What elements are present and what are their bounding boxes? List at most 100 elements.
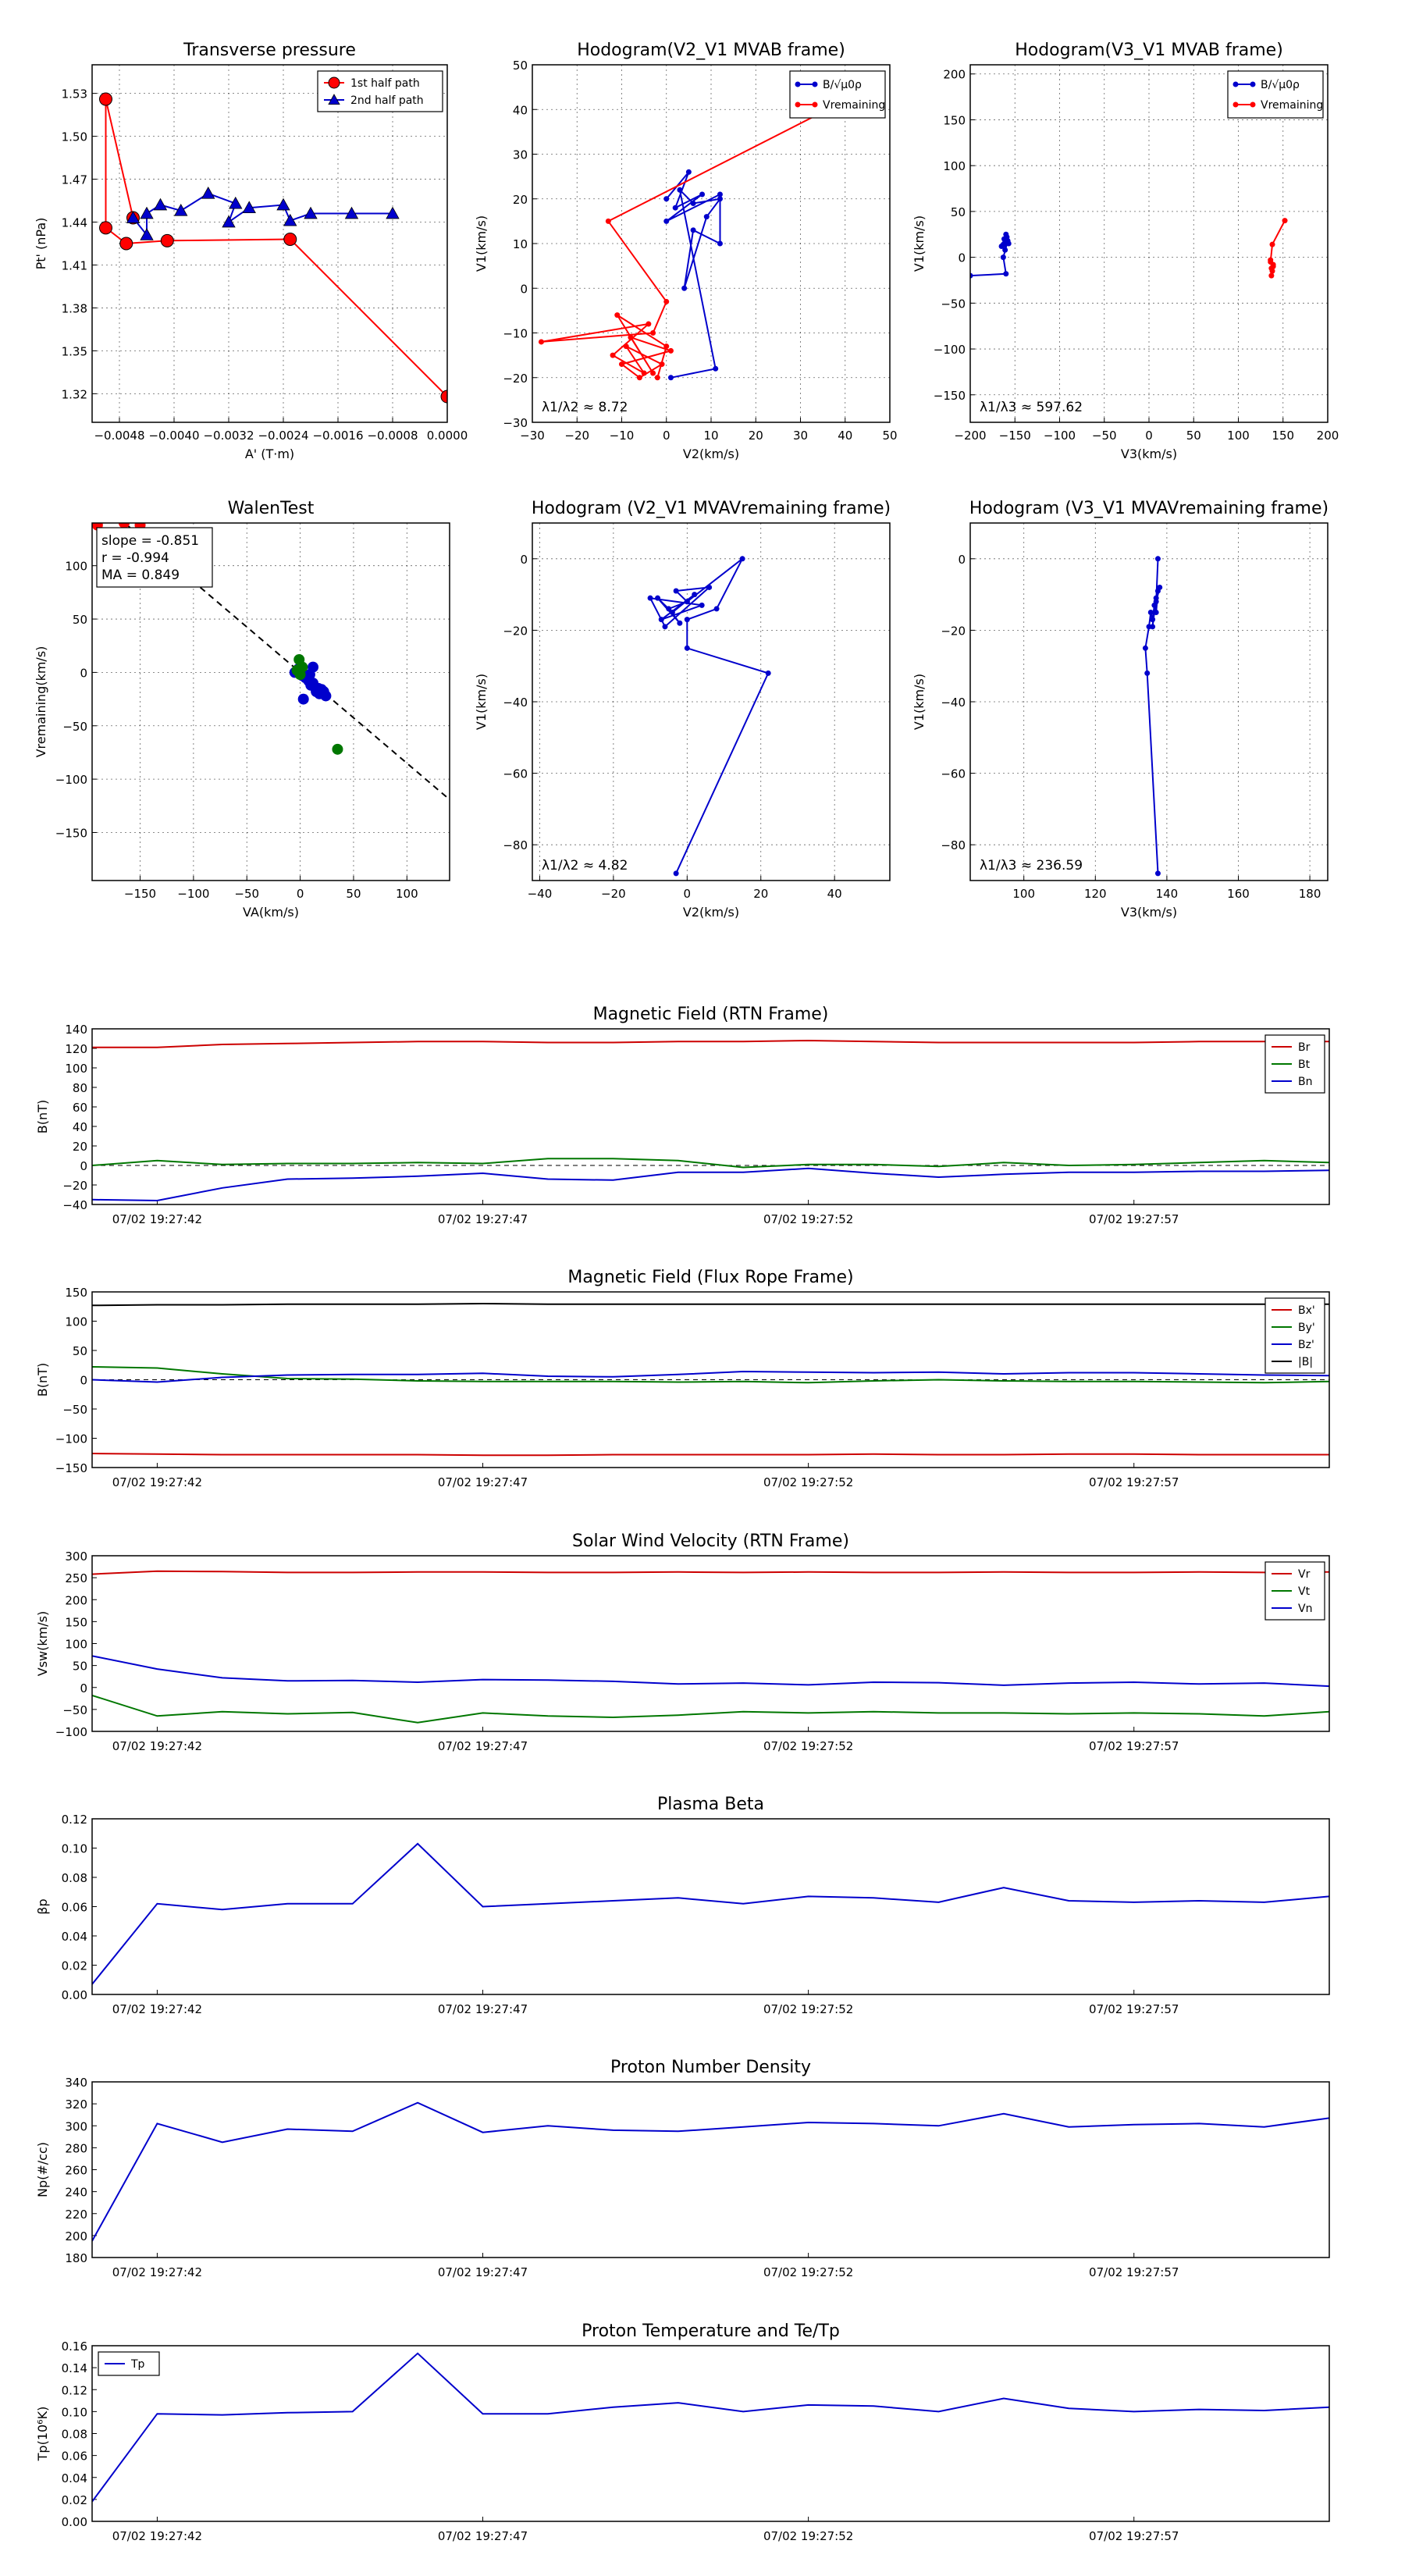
- y-tick-label: 0.02: [62, 1959, 87, 1973]
- data-point: [1268, 257, 1274, 263]
- data-point: [126, 211, 140, 223]
- y-axis-label: Pt' (nPa): [34, 218, 48, 270]
- y-tick-label: −80: [503, 838, 528, 852]
- y-tick-label: −20: [941, 624, 966, 638]
- legend-marker: [795, 81, 801, 87]
- x-tick-label: −20: [564, 429, 589, 443]
- y-tick-label: 0: [80, 1681, 87, 1695]
- data-point: [970, 272, 973, 279]
- data-point: [304, 669, 315, 681]
- data-point: [140, 228, 154, 240]
- y-tick-label: −100: [55, 1432, 87, 1446]
- legend-label: Br: [1298, 1041, 1311, 1054]
- x-tick-label: 07/02 19:27:57: [1089, 2002, 1179, 2016]
- data-point: [538, 339, 544, 345]
- y-tick-label: 0: [80, 1374, 87, 1388]
- x-tick-label: 07/02 19:27:52: [763, 1475, 853, 1489]
- data-point: [1150, 617, 1156, 623]
- legend-label: Bn: [1298, 1076, 1312, 1088]
- stats-line: r = -0.994: [101, 550, 169, 566]
- chart-mag-fr: Magnetic Field (Flux Rope Frame) −150 −100…: [35, 1268, 1330, 1489]
- x-tick-label: 50: [882, 429, 897, 443]
- series-line-bz-: [92, 1370, 1329, 1383]
- data-point: [650, 370, 656, 376]
- y-tick-label: 220: [65, 2208, 87, 2222]
- data-point: [623, 343, 629, 350]
- x-tick-label: −0.0032: [203, 429, 254, 443]
- legend-marker: [1250, 81, 1256, 87]
- y-tick-label: 20: [73, 1140, 87, 1154]
- data-point: [654, 375, 660, 381]
- y-tick-label: 0.00: [62, 2515, 87, 2529]
- series-line-bx-: [92, 1453, 1329, 1457]
- plot-area: [647, 556, 771, 877]
- data-point: [605, 218, 611, 224]
- x-tick-label: −20: [601, 887, 626, 901]
- legend-label: Vt: [1298, 1585, 1311, 1598]
- y-tick-label: 0.10: [62, 2405, 87, 2419]
- data-point: [332, 743, 343, 755]
- data-point: [662, 624, 668, 630]
- y-tick-label: 0.06: [62, 2450, 87, 2464]
- y-axis-label: B(nT): [35, 1363, 50, 1397]
- x-tick-label: 0: [1145, 429, 1153, 443]
- data-point: [717, 196, 723, 202]
- series-line-tp: [92, 2352, 1329, 2503]
- data-point: [1157, 584, 1163, 590]
- y-tick-label: −30: [503, 416, 528, 430]
- x-tick-label: 0: [684, 887, 692, 901]
- legend-marker: [812, 81, 818, 87]
- data-point: [1268, 265, 1275, 272]
- y-tick-label: 0.12: [62, 2383, 87, 2397]
- x-tick-label: −30: [520, 429, 545, 443]
- chart-hv3r: Hodogram (V3_V1 MVAVremaining frame) −80 −…: [912, 499, 1329, 920]
- data-point: [174, 204, 188, 216]
- x-tick-label: 07/02 19:27:52: [763, 2529, 853, 2543]
- data-point: [320, 690, 332, 702]
- data-point: [684, 599, 690, 605]
- data-point: [297, 693, 309, 705]
- x-tick-label: −0.0048: [94, 429, 144, 443]
- data-point: [667, 375, 674, 381]
- y-tick-label: −50: [62, 1403, 87, 1417]
- x-tick-label: −50: [1092, 429, 1117, 443]
- data-point: [140, 206, 154, 219]
- y-tick-label: 280: [65, 2141, 87, 2155]
- y-tick-label: 50: [73, 1660, 87, 1674]
- x-tick-label: 0: [297, 887, 304, 901]
- y-tick-label: 0.14: [62, 2361, 87, 2375]
- y-axis-label: Vremaining(km/s): [34, 646, 48, 758]
- x-tick-label: 40: [827, 887, 842, 901]
- stats-line: MA = 0.849: [101, 568, 180, 583]
- data-point: [229, 196, 243, 209]
- series-line-br: [92, 1039, 1329, 1048]
- y-tick-label: 1.32: [62, 387, 87, 401]
- series-line-bn: [92, 1167, 1329, 1202]
- chart-title: Proton Number Density: [610, 2058, 811, 2077]
- y-tick-label: 300: [65, 2119, 87, 2133]
- x-tick-label: 07/02 19:27:42: [112, 1739, 202, 1753]
- data-point: [99, 92, 112, 106]
- legend-label: Vremaining: [1261, 99, 1323, 112]
- x-tick-label: 50: [1186, 429, 1201, 443]
- y-tick-label: 300: [65, 1550, 87, 1564]
- x-tick-label: −50: [234, 887, 259, 901]
- y-axis-label: V1(km/s): [474, 215, 489, 272]
- data-point: [297, 661, 308, 673]
- y-tick-label: −100: [55, 773, 87, 787]
- x-tick-label: 30: [793, 429, 808, 443]
- data-point: [690, 200, 696, 206]
- chart-title: Magnetic Field (RTN Frame): [593, 1005, 829, 1024]
- legend-label: Bz': [1298, 1339, 1314, 1351]
- chart-title: Hodogram(V3_V1 MVAB frame): [1015, 41, 1283, 60]
- x-tick-label: −100: [177, 887, 209, 901]
- x-tick-label: 07/02 19:27:52: [763, 1739, 853, 1753]
- data-point: [119, 237, 133, 251]
- data-point: [663, 298, 670, 304]
- chart-title: Hodogram (V2_V1 MVAVremaining frame): [532, 499, 891, 518]
- y-axis-label: βp: [35, 1898, 50, 1914]
- y-tick-label: 100: [65, 560, 87, 574]
- data-point: [242, 201, 256, 214]
- data-point: [628, 334, 634, 340]
